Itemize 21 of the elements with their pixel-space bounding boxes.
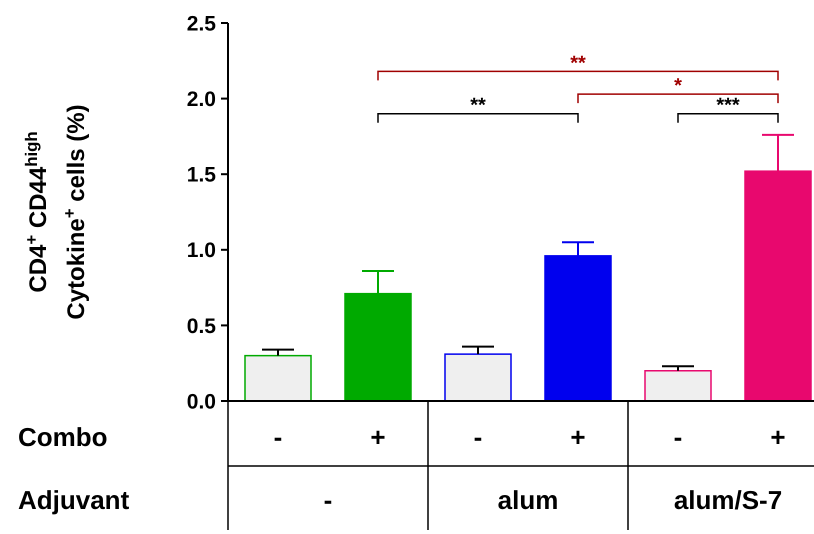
x-tick-label: + (370, 422, 386, 452)
x-tick-label: - (474, 422, 482, 452)
x-tick-label: + (770, 422, 786, 452)
x-tick-label: - (674, 422, 682, 452)
text: Adjuvant (18, 485, 130, 516)
text: Combo (18, 422, 108, 452)
annotation: * (674, 75, 682, 98)
text: alum (498, 485, 558, 516)
text: - (324, 485, 332, 516)
text: alum/S-7 (674, 485, 782, 516)
y-tick-label: 0.5 (186, 314, 216, 338)
y-tick-label: 1.5 (186, 164, 216, 187)
x-tick-label: - (274, 422, 282, 452)
annotation: ** (470, 94, 486, 117)
y-tick-label: 2.5 (186, 12, 216, 36)
annotation: ** (570, 52, 586, 74)
y-tick-label: 2.0 (186, 88, 216, 111)
x-tick-label: + (570, 422, 586, 452)
annotation: *** (716, 94, 740, 117)
y-tick-label: 1.0 (186, 239, 216, 262)
y-tick-label: 0.0 (186, 390, 216, 414)
